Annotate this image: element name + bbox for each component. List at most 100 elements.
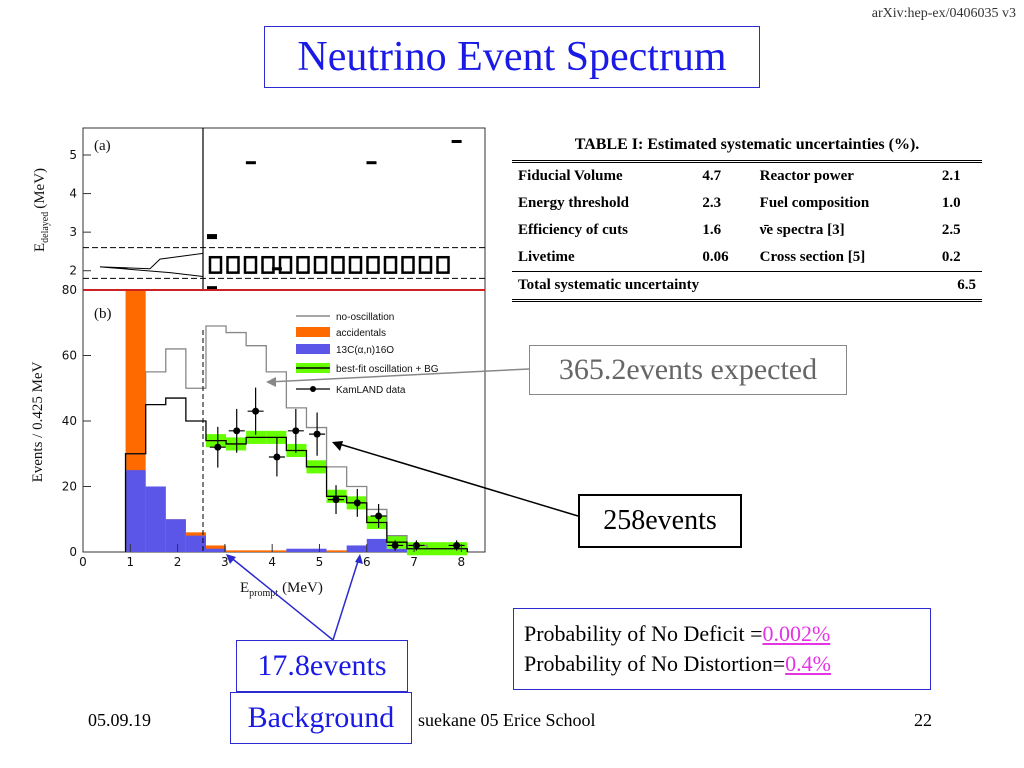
background-arrow-right-head	[355, 554, 363, 564]
panel-b-xlabel-unit: (MeV)	[282, 580, 323, 596]
c13-bar	[165, 519, 186, 552]
data-point	[412, 541, 420, 549]
footer-page-number: 22	[914, 710, 932, 730]
a-event-cluster	[278, 255, 293, 274]
footer-author: suekane 05 Erice School	[418, 710, 596, 730]
y-tick-label: 80	[62, 283, 77, 297]
accidentals-bar	[246, 550, 267, 552]
title-box: Neutrino Event Spectrum	[264, 26, 760, 88]
c13-bar	[366, 538, 387, 552]
x-tick-label: 3	[221, 555, 229, 569]
a-event-cluster	[296, 255, 310, 274]
observed-arrow-line	[335, 442, 579, 517]
panel-a-ylabel-unit: (MeV)	[32, 168, 48, 209]
table-item-label: Reactor power	[759, 168, 854, 184]
table-item-value: 2.5	[941, 222, 961, 238]
systematics-total: Total systematic uncertainty 6.5	[512, 272, 982, 299]
total-value: 6.5	[957, 277, 976, 293]
c13-bar	[286, 548, 307, 552]
table-mid-rule	[512, 271, 982, 272]
data-point	[332, 496, 340, 504]
legend-c13: 13C(α,n)16O	[336, 345, 394, 356]
systematics-grid: Fiducial Volume 4.7 Reactor power 2.1 Energy…	[512, 163, 982, 271]
table-row: Energy threshold 2.3 Fuel composition 1.0	[512, 190, 982, 217]
systematics-table: TABLE I: Estimated systematic uncertaint…	[512, 136, 982, 302]
table-item-value: 2.1	[941, 168, 961, 184]
legend-bestfit: best-fit oscillation + BG	[336, 364, 439, 375]
table-item-label: Livetime	[518, 249, 575, 265]
panel-b-lines	[124, 325, 468, 552]
probability-box: Probability of No Deficit =0.002% Probab…	[513, 608, 931, 690]
accidentals-bar	[266, 550, 287, 552]
a-y-tick-label: 2	[69, 264, 77, 278]
a-event-cluster	[401, 255, 415, 274]
x-tick-label: 1	[126, 555, 134, 569]
panel-a-marks	[83, 140, 485, 292]
x-tick-label: 6	[363, 555, 371, 569]
table-item-label: ν̄e spectra [3]	[759, 222, 845, 238]
accidentals-bar	[326, 550, 347, 552]
table-caption: TABLE I: Estimated systematic uncertaint…	[574, 136, 920, 153]
table-item-label: Energy threshold	[518, 195, 629, 211]
panel-a-ylabel: E	[32, 243, 48, 252]
table-item-label: Efficiency of cuts	[518, 222, 628, 238]
c13-bar	[346, 545, 367, 552]
panel-b-legend: no-oscillation accidentals 13C(α,n)16O b…	[296, 312, 439, 396]
a-y-tick-label: 3	[69, 225, 77, 239]
panel-b-x-axis-title: Eprompt (MeV)	[240, 580, 323, 599]
c13-bar	[125, 470, 146, 552]
data-point	[233, 427, 241, 435]
data-point	[273, 453, 281, 461]
legend-swatch-accidentals	[296, 327, 330, 337]
table-bottom-rule	[512, 299, 982, 302]
background-events-text: 17.8events	[257, 649, 387, 682]
table-item-label: Fiducial Volume	[518, 168, 623, 184]
a-y-tick-label: 4	[69, 187, 77, 201]
no-deficit-line: Probability of No Deficit =0.002%	[524, 619, 920, 649]
a-scatter-event	[245, 161, 256, 165]
table-row: Fiducial Volume 4.7 Reactor power 2.1	[512, 163, 982, 190]
expected-arrow-line	[267, 368, 530, 383]
y-tick-label: 20	[62, 480, 77, 494]
panel-a-y-axis-title: Edelayed (MeV)	[32, 168, 51, 252]
no-deficit-value: 0.002%	[762, 621, 831, 646]
a-scatter-event	[271, 267, 282, 271]
panel-b-xlabel-subscript: prompt	[249, 588, 278, 599]
data-point	[453, 541, 461, 549]
a-profile-histogram	[99, 252, 204, 277]
panel-a-label: (a)	[94, 138, 111, 154]
table-row: Livetime 0.06 Cross section [5] 0.2	[512, 244, 982, 271]
c13-bar	[205, 548, 227, 552]
c13-bar	[185, 535, 206, 552]
legend-data: KamLAND data	[336, 385, 406, 396]
panel-b-label: (b)	[94, 306, 112, 322]
c13-bar	[386, 548, 407, 552]
a-event-cluster	[313, 255, 328, 274]
a-event	[207, 286, 217, 292]
background-label-callout: Background	[230, 692, 412, 744]
data-point	[252, 407, 260, 415]
panel-b-points	[209, 387, 465, 551]
panel-b-y-axis-title: Events / 0.425 MeV	[30, 361, 46, 482]
table-item-value: 0.2	[941, 249, 961, 265]
no-distortion-value: 0.4%	[785, 651, 831, 676]
bestfit-line	[124, 397, 468, 552]
accidentals-bar	[226, 550, 247, 552]
panel-b-xlabel: E	[240, 580, 249, 596]
observed-arrow-head	[332, 441, 343, 451]
total-row: Total systematic uncertainty 6.5	[512, 272, 982, 299]
data-point	[353, 499, 361, 507]
x-tick-label: 0	[79, 555, 87, 569]
data-point	[214, 443, 222, 451]
table-item-value: 1.0	[941, 195, 961, 211]
data-point	[391, 541, 399, 549]
legend-accidentals: accidentals	[336, 328, 386, 339]
no-oscillation-line	[124, 325, 468, 552]
total-label: Total systematic uncertainty	[518, 277, 700, 293]
table-item-label: Fuel composition	[759, 195, 870, 211]
y-tick-label: 40	[62, 414, 77, 428]
a-event-cluster	[243, 255, 258, 274]
legend-swatch-c13	[296, 344, 330, 354]
panel-a-ylabel-subscript: delayed	[40, 212, 51, 243]
